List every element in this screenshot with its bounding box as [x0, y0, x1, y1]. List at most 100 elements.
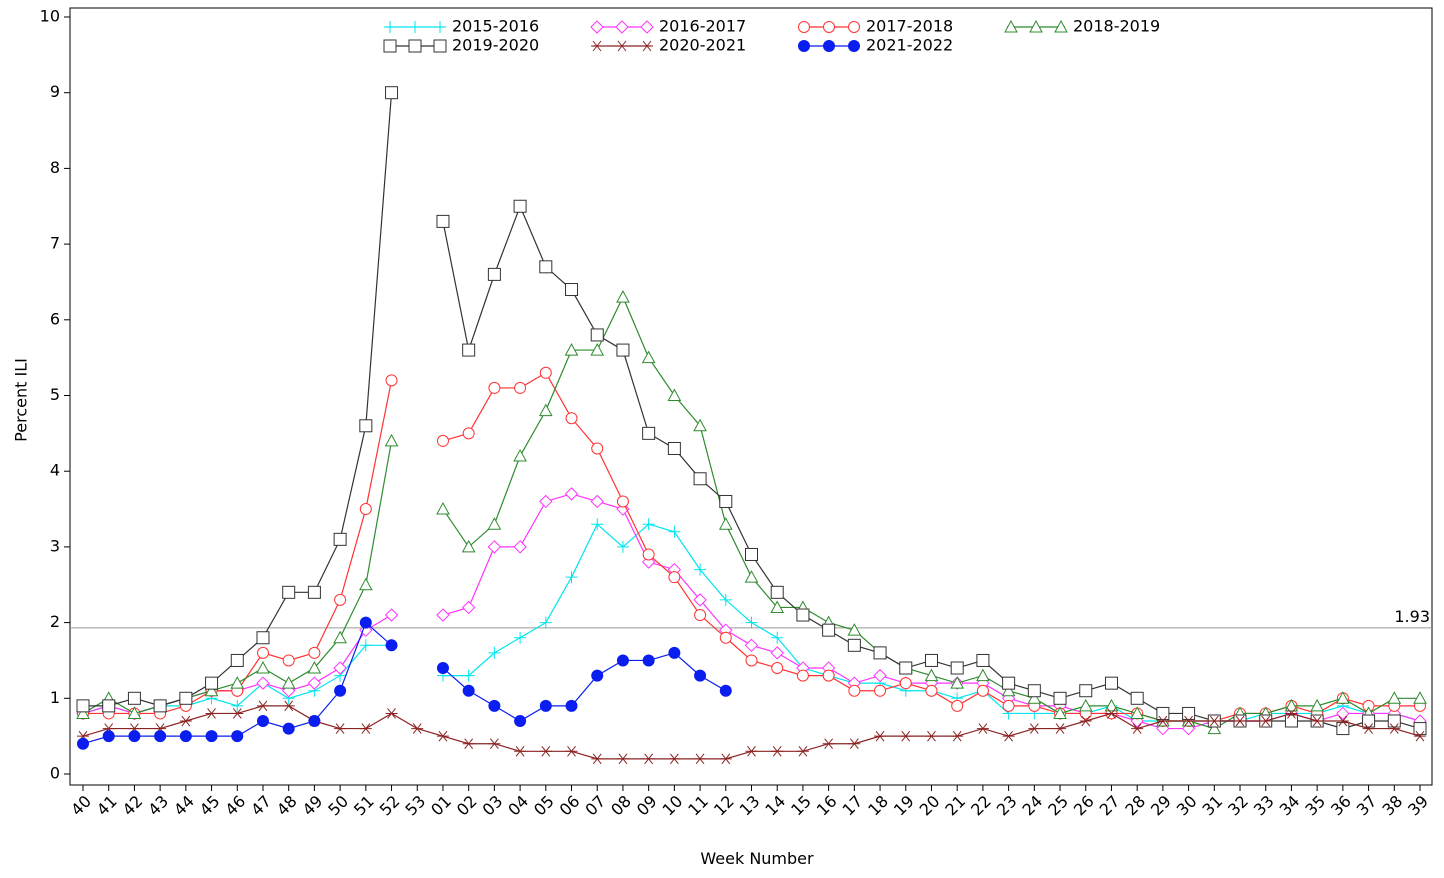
data-point [514, 715, 527, 728]
x-tick-label: 19 [890, 792, 918, 820]
data-point [514, 745, 527, 757]
data-point [719, 753, 732, 765]
data-point [950, 661, 964, 675]
x-tick-label: 48 [273, 792, 301, 820]
data-point [616, 343, 630, 357]
x-tick-label: 12 [710, 792, 738, 820]
data-point [1336, 706, 1350, 721]
data-point [1027, 684, 1041, 698]
x-tick-label: 06 [556, 792, 584, 820]
data-point [616, 540, 629, 553]
legend-item: 2020-2021 [591, 36, 746, 55]
plot-frame [69, 7, 1433, 786]
data-point [796, 745, 809, 757]
data-point [1259, 715, 1272, 727]
data-point [668, 646, 681, 659]
y-tick-label: 2 [50, 612, 60, 631]
data-point [538, 403, 553, 417]
data-point [385, 708, 398, 719]
data-point [951, 699, 964, 712]
data-point [873, 668, 887, 683]
legend-marker [848, 21, 860, 33]
data-point [976, 653, 990, 667]
data-point [281, 676, 296, 689]
y-tick-label: 8 [50, 158, 60, 177]
x-tick-label: 13 [736, 792, 764, 820]
x-tick-label: 05 [530, 792, 558, 820]
data-point [308, 646, 321, 659]
series-line [82, 493, 1421, 730]
data-point [976, 684, 989, 697]
data-point [1208, 715, 1221, 727]
legend-marker [616, 40, 628, 52]
data-point [487, 540, 502, 554]
data-point [694, 563, 707, 576]
x-tick-label: 32 [1224, 792, 1252, 820]
data-point [565, 412, 578, 425]
data-point [744, 638, 759, 653]
x-tick-label: 18 [864, 792, 892, 820]
data-point [153, 699, 167, 713]
legend-item: 2021-2022 [798, 36, 953, 55]
data-point [590, 343, 605, 356]
y-tick-label: 10 [40, 7, 60, 26]
data-point [411, 723, 424, 734]
data-point [822, 623, 836, 637]
data-point [462, 427, 475, 440]
data-point [874, 684, 887, 697]
data-point [719, 631, 732, 644]
x-tick-label: 40 [67, 792, 95, 820]
legend-item: 2015-2016 [384, 17, 539, 36]
data-point [1387, 691, 1402, 704]
data-point [333, 661, 347, 675]
data-point [1002, 676, 1016, 690]
data-point [461, 539, 476, 553]
y-tick-label: 1 [50, 688, 60, 707]
data-point [745, 616, 758, 629]
legend-label: 2020-2021 [659, 36, 746, 55]
data-point [127, 691, 141, 705]
data-point [924, 653, 938, 667]
data-point [282, 722, 295, 735]
data-point [1053, 706, 1067, 719]
data-point [719, 684, 732, 697]
data-point [513, 540, 527, 554]
data-point [307, 660, 322, 674]
data-point [76, 699, 90, 713]
x-tick-label: 27 [1096, 792, 1124, 820]
x-tick-label: 11 [684, 792, 712, 820]
data-point [1413, 722, 1427, 736]
data-point [668, 753, 681, 765]
data-point [514, 381, 527, 394]
data-point [745, 654, 758, 667]
y-tick-label: 5 [50, 385, 60, 404]
legend-marker [409, 21, 421, 33]
data-point [976, 668, 990, 682]
data-point [771, 631, 784, 644]
data-point [488, 646, 501, 659]
data-point [899, 661, 913, 675]
data-point [231, 708, 244, 719]
data-point [462, 738, 475, 750]
data-point [488, 699, 501, 712]
data-point [693, 418, 707, 432]
x-tick-label: 03 [479, 792, 507, 820]
x-tick-label: 37 [1353, 792, 1381, 820]
data-point [385, 374, 398, 387]
data-point [796, 669, 809, 682]
data-point [1104, 698, 1119, 712]
legend-marker [798, 21, 810, 33]
data-point [487, 267, 501, 281]
data-point [951, 730, 964, 742]
legend-marker [798, 40, 810, 52]
x-tick-label: 21 [941, 792, 969, 820]
data-point [564, 487, 579, 501]
data-point [488, 738, 501, 750]
x-tick-label: 17 [839, 792, 867, 820]
data-point [307, 585, 321, 599]
data-point [256, 660, 270, 674]
data-point [770, 646, 784, 660]
legend-marker [591, 40, 603, 52]
data-point [899, 677, 912, 690]
data-point [333, 532, 347, 546]
